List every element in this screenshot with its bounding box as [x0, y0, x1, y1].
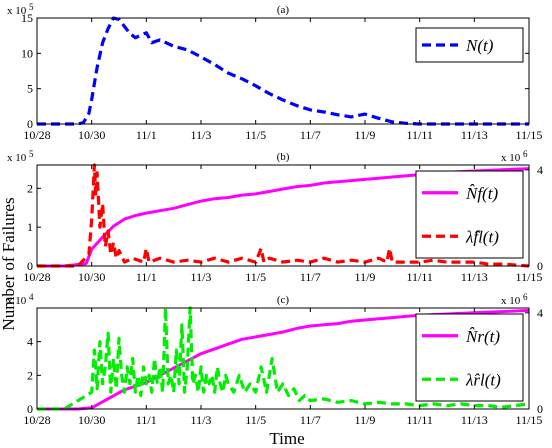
y2-tick-label: 0: [537, 402, 543, 416]
legend-label: N̂r(t): [465, 327, 500, 346]
y2-tick-label: 4: [537, 163, 543, 177]
panel-2: (b)10/28 10/30 11/1 11/3 11/5 11/7 11/9 11/11 11…: [7, 149, 543, 284]
x-tick-label: 11/13: [461, 413, 488, 427]
x-axis-label: Time: [269, 429, 304, 448]
x-tick-label: 11/3: [191, 128, 212, 142]
x-tick-label: 11/7: [300, 128, 321, 142]
x-tick-label: 11/3: [191, 413, 212, 427]
x-tick-label: 11/9: [355, 270, 376, 284]
y-scale-exponent: 5: [29, 2, 34, 12]
x-tick-label: 11/9: [355, 413, 376, 427]
y-tick-label: 5: [27, 82, 33, 96]
y-tick-label: 10: [21, 46, 33, 60]
x-tick-label: 10/28: [23, 270, 50, 284]
x-tick-label: 11/11: [406, 270, 432, 284]
legend-box: [415, 313, 524, 402]
y2-tick-label: 0: [537, 259, 543, 273]
plot-frame: [36, 164, 530, 267]
x-tick-label: 11/1: [136, 413, 157, 427]
legend-label: λ̂fl(t): [465, 227, 499, 246]
y-tick-label: 2: [27, 368, 33, 382]
x-tick-label: 11/13: [461, 270, 488, 284]
y-tick-label: 0: [27, 117, 33, 131]
panel-3: (c) 10/28 10/30 11/1 11/3 11/5 11/7 11/9 11/11 11…: [7, 292, 543, 427]
legend-label: λ̂rl(t): [465, 370, 501, 389]
x-tick-label: 11/15: [516, 128, 543, 142]
y-tick-label: 2: [27, 181, 33, 195]
x-tick-label: 11/15: [516, 413, 543, 427]
x-tick-label: 11/5: [245, 128, 266, 142]
y2-scale-multiplier: x 10 6: [501, 292, 528, 307]
x-tick-label: 11/9: [355, 128, 376, 142]
series-line-1: [37, 167, 530, 268]
y-tick-label: 0: [27, 402, 33, 416]
y2-tick-label: 4: [537, 306, 543, 320]
series-line-2: [37, 306, 530, 411]
y-scale-multiplier: x 10 4: [7, 292, 34, 307]
y-tick-label: 1: [27, 220, 33, 234]
x-tick-label: 11/1: [136, 270, 157, 284]
legend-box: [415, 170, 524, 259]
panel-title: (b): [277, 151, 290, 163]
y-scale-exponent: 5: [29, 149, 34, 159]
panel-title: (c): [277, 294, 290, 306]
x-tick-label: 11/5: [245, 413, 266, 427]
series-line-1: [37, 16, 529, 126]
y-axis-label: Number of Failures: [0, 197, 18, 330]
legend-box: [415, 27, 524, 63]
y2-scale-exponent: 6: [523, 149, 528, 159]
x-tick-label: 11/3: [191, 270, 212, 284]
x-tick-label: 10/30: [78, 128, 105, 142]
y-scale-multiplier: x 10 5: [7, 2, 34, 17]
legend-label: N̂f(t): [465, 184, 498, 203]
y2-scale-exponent: 6: [523, 292, 528, 302]
x-tick-label: 11/7: [300, 270, 321, 284]
x-tick-label: 10/30: [78, 270, 105, 284]
x-tick-label: 11/5: [245, 270, 266, 284]
x-tick-label: 11/7: [300, 413, 321, 427]
x-tick-label: 11/11: [406, 413, 432, 427]
y-tick-label: 0: [27, 259, 33, 273]
x-tick-label: 11/1: [136, 128, 157, 142]
x-tick-label: 10/30: [78, 413, 105, 427]
legend-label: N(t): [465, 36, 494, 55]
y-tick-label: 4: [27, 335, 33, 349]
x-tick-label: 11/13: [461, 128, 488, 142]
x-tick-label: 11/11: [406, 128, 432, 142]
y-scale-multiplier: x 10 5: [7, 149, 34, 164]
series-line-2: [37, 163, 530, 268]
y-scale-exponent: 4: [29, 292, 34, 302]
y-tick-label: 15: [21, 11, 33, 25]
plot-frame: [36, 17, 530, 125]
x-tick-label: 10/28: [23, 128, 50, 142]
x-tick-label: 10/28: [23, 413, 50, 427]
panel-title: (a): [277, 4, 290, 16]
y2-scale-multiplier: x 10 6: [501, 149, 528, 164]
x-tick-label: 11/15: [516, 270, 543, 284]
plot-frame: [36, 307, 530, 410]
panel-1: (a) 10/28 10/30 11/1 11/3 11/5 11/7 11/9 11/11 11…: [7, 2, 542, 142]
